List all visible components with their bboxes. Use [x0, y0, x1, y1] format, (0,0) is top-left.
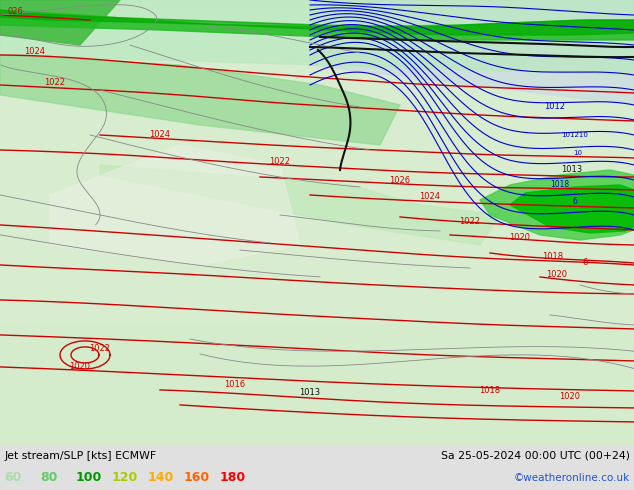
Text: 1024: 1024 — [25, 48, 46, 56]
Polygon shape — [50, 145, 300, 265]
Polygon shape — [310, 0, 634, 105]
Text: 1020: 1020 — [559, 392, 581, 401]
Text: 160: 160 — [184, 471, 210, 485]
Text: 1022: 1022 — [269, 157, 290, 167]
Text: 1018: 1018 — [543, 252, 564, 262]
Text: 026: 026 — [7, 7, 23, 17]
Text: Sa 25-05-2024 00:00 UTC (00+24): Sa 25-05-2024 00:00 UTC (00+24) — [441, 451, 630, 461]
Text: 1022: 1022 — [44, 78, 65, 88]
Text: 1018: 1018 — [479, 387, 501, 395]
Text: 1020: 1020 — [547, 270, 567, 279]
Text: ©weatheronline.co.uk: ©weatheronline.co.uk — [514, 473, 630, 483]
Text: 1013: 1013 — [562, 166, 583, 174]
Polygon shape — [0, 325, 634, 445]
Text: 80: 80 — [40, 471, 57, 485]
Text: 101210: 101210 — [562, 132, 588, 138]
Text: 6: 6 — [582, 258, 588, 268]
Text: 120: 120 — [112, 471, 138, 485]
Text: Jet stream/SLP [kts] ECMWF: Jet stream/SLP [kts] ECMWF — [4, 451, 156, 461]
Text: 1013: 1013 — [299, 389, 321, 397]
Polygon shape — [0, 55, 400, 145]
Polygon shape — [0, 0, 634, 445]
Text: 140: 140 — [148, 471, 174, 485]
Text: 1016: 1016 — [224, 380, 245, 390]
Polygon shape — [100, 165, 500, 245]
Text: 1022: 1022 — [89, 344, 110, 353]
Polygon shape — [0, 0, 634, 75]
Text: 1020: 1020 — [70, 363, 91, 371]
Text: 1018: 1018 — [550, 180, 569, 190]
Text: 1024: 1024 — [420, 193, 441, 201]
Text: 1022: 1022 — [460, 218, 481, 226]
Text: 1012: 1012 — [545, 102, 566, 112]
Polygon shape — [0, 10, 634, 40]
Text: 1024: 1024 — [150, 130, 171, 140]
Polygon shape — [480, 170, 634, 240]
Polygon shape — [510, 185, 634, 233]
Text: 10: 10 — [574, 150, 583, 156]
Text: 100: 100 — [76, 471, 102, 485]
Text: 1026: 1026 — [389, 176, 411, 186]
Polygon shape — [0, 0, 120, 45]
Text: 180: 180 — [220, 471, 246, 485]
Polygon shape — [0, 10, 634, 35]
Text: 6: 6 — [573, 197, 578, 206]
Text: 1020: 1020 — [510, 233, 531, 243]
Text: 60: 60 — [4, 471, 22, 485]
